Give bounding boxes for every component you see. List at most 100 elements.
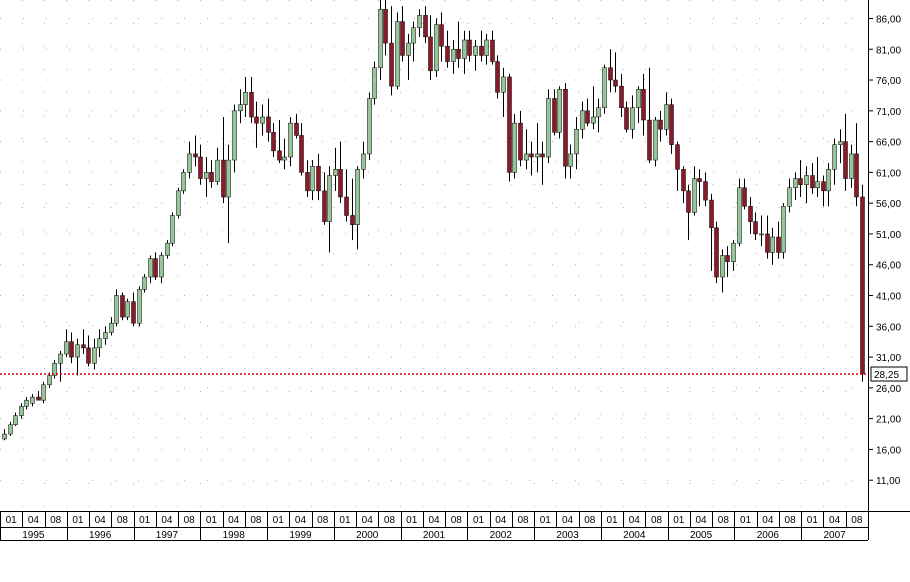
month-tick-label: 08 [651, 515, 663, 526]
candle-body-down [714, 227, 719, 278]
candle-body-up [58, 353, 63, 364]
candle-body-down [725, 255, 730, 262]
candle-body-up [653, 119, 658, 161]
y-tick-label: 46,00 [876, 261, 901, 272]
month-tick-label: 01 [673, 515, 685, 526]
candle-body-up [24, 399, 29, 407]
candle-body-up [787, 187, 792, 207]
candle-body-up [411, 27, 416, 44]
candle-body-up [226, 159, 231, 198]
candle-body-up [97, 338, 102, 349]
month-tick-label: 04 [629, 515, 641, 526]
candle-body-down [221, 159, 226, 198]
y-tick-label: 81,00 [876, 45, 901, 56]
candle-body-down [843, 141, 848, 179]
candle-body-down [389, 42, 394, 87]
candle-body-up [574, 129, 579, 155]
month-tick-label: 01 [606, 515, 618, 526]
month-tick-label: 01 [740, 515, 752, 526]
year-label: 2001 [423, 530, 446, 541]
y-tick-label: 76,00 [876, 76, 901, 87]
y-tick-label: 16,00 [876, 445, 901, 456]
candle-body-up [282, 156, 287, 161]
candle-body-down [608, 67, 613, 81]
candle-body-down [658, 119, 663, 130]
candle-body-down [271, 132, 276, 152]
x-axis: 01 04 08 01 04 08 01 04 08 01 04 08 01 04 08 01 04 08 01 04… [0, 511, 910, 541]
candle-body-up [333, 169, 338, 176]
year-label: 1998 [223, 530, 246, 541]
month-tick-label: 08 [317, 515, 329, 526]
candle-body-down [249, 92, 254, 118]
month-tick-label: 04 [28, 515, 40, 526]
candle-body-up [406, 42, 411, 56]
candle-body-up [501, 76, 506, 93]
candle-body-down [686, 190, 691, 213]
candle-body-down [709, 199, 714, 229]
candle-body-up [484, 39, 489, 56]
candle-body-up [310, 165, 315, 192]
y-tick-label: 86,00 [876, 14, 901, 25]
candle-body-up [568, 153, 573, 167]
month-tick-label: 08 [517, 515, 529, 526]
month-tick-label: 04 [495, 515, 507, 526]
candle-body-down [305, 172, 310, 192]
candle-body-down [703, 181, 708, 201]
year-label: 2006 [757, 530, 780, 541]
candle-body-down [81, 344, 86, 349]
candle-body-down [619, 85, 624, 108]
candle-body-up [165, 242, 170, 256]
year-label: 1997 [156, 530, 179, 541]
candle-body-down [495, 61, 500, 93]
candle-body-down [624, 107, 629, 130]
candle-body-up [30, 396, 35, 404]
candle-body-down [423, 15, 428, 38]
candle-body-down [798, 178, 803, 185]
candle-body-up [327, 175, 332, 222]
candle-body-up [602, 67, 607, 108]
month-tick-label: 08 [584, 515, 596, 526]
candle-body-up [770, 236, 775, 253]
candle-body-up [148, 258, 153, 278]
candle-body-up [215, 159, 220, 182]
candle-body-up [355, 169, 360, 225]
month-tick-label: 08 [785, 515, 797, 526]
candle-body-up [524, 153, 529, 161]
candle-body-up [288, 122, 293, 158]
month-tick-label: 08 [50, 515, 62, 526]
year-label: 1999 [289, 530, 312, 541]
candle-body-up [793, 178, 798, 189]
candle-body-down [821, 181, 826, 192]
candle-body-up [630, 107, 635, 130]
candle-body-down [322, 190, 327, 222]
candle-body-down [36, 396, 41, 401]
candle-body-down [742, 187, 747, 207]
month-tick-label: 08 [451, 515, 463, 526]
candle-body-up [395, 21, 400, 87]
year-label: 2005 [690, 530, 713, 541]
candle-body-down [776, 236, 781, 253]
candle-body-up [849, 153, 854, 179]
candle-body-down [277, 150, 282, 161]
candle-body-up [2, 433, 7, 440]
candle-body-down [153, 258, 158, 278]
candle-body-up [137, 289, 142, 324]
candle-body-down [681, 169, 686, 192]
candle-body-down [854, 153, 859, 198]
candle-body-up [781, 205, 786, 253]
candle-body-down [479, 45, 484, 56]
month-tick-label: 01 [473, 515, 485, 526]
candle-body-up [591, 116, 596, 124]
year-label: 1996 [89, 530, 112, 541]
candle-body-up [109, 322, 114, 333]
candle-body-down [299, 135, 304, 173]
candle-body-down [445, 45, 450, 62]
candle-body-up [142, 276, 147, 290]
candle-body-down [765, 233, 770, 253]
month-tick-label: 04 [696, 515, 708, 526]
candle-body-up [737, 187, 742, 244]
y-tick-label: 51,00 [876, 230, 901, 241]
candle-body-up [557, 89, 562, 133]
candle-body-down [86, 347, 91, 364]
candle-body-up [838, 141, 843, 145]
